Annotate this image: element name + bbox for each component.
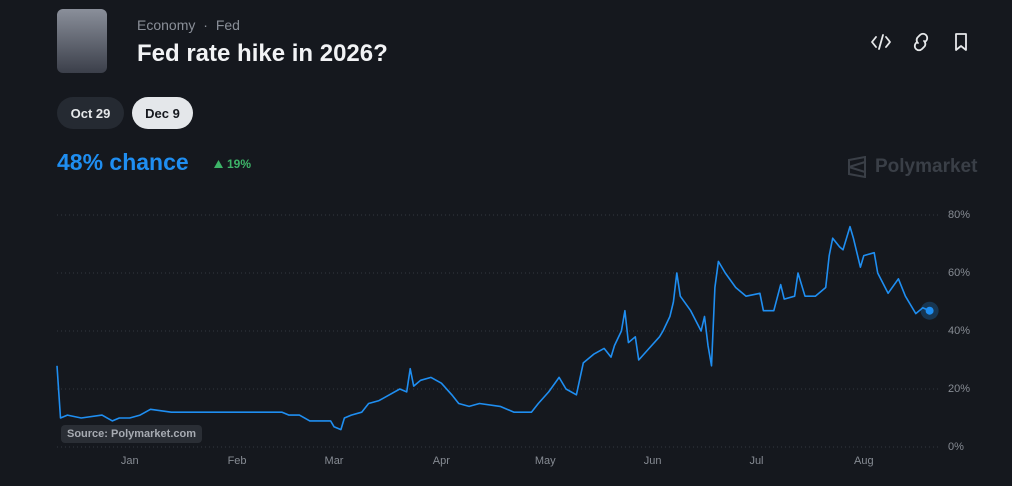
category[interactable]: Economy: [137, 17, 196, 33]
x-tick-label: Jun: [644, 455, 662, 467]
y-tick-label: 20%: [948, 383, 970, 395]
date-tab[interactable]: Dec 9: [132, 97, 193, 129]
x-tick-label: Jul: [749, 455, 763, 467]
up-arrow: [214, 160, 223, 168]
y-tick-label: 40%: [948, 325, 970, 337]
link-button[interactable]: [913, 32, 929, 52]
watermark: Polymarket: [847, 156, 977, 178]
separator: ·: [203, 17, 208, 33]
y-tick-label: 60%: [948, 267, 970, 279]
x-tick-label: Mar: [325, 455, 344, 467]
x-tick-label: Apr: [433, 455, 450, 467]
y-tick-label: 80%: [948, 209, 970, 221]
bookmark-button[interactable]: [955, 33, 967, 51]
change: 19%: [214, 157, 251, 171]
market-image: [57, 9, 107, 73]
x-tick-label: May: [535, 455, 556, 467]
y-tick-label: 0%: [948, 441, 964, 453]
embed-button[interactable]: [871, 34, 891, 50]
change-value: 19%: [227, 157, 252, 171]
breadcrumb: Economy · Fed: [137, 17, 240, 33]
x-tick-label: Aug: [854, 455, 874, 467]
subcategory[interactable]: Fed: [215, 17, 240, 33]
chance: 48% chance: [57, 149, 189, 175]
market-title: Fed rate hike in 2026?: [137, 40, 388, 67]
x-tick-label: Jan: [121, 455, 139, 467]
brand-logo: [848, 156, 866, 178]
date-tab[interactable]: Oct 29: [57, 97, 124, 129]
brand: Polymarket: [875, 156, 978, 177]
source: Source: Polymarket.com: [61, 425, 202, 443]
toolbar: [871, 32, 967, 52]
end-point: [925, 306, 934, 315]
price-line: [56, 225, 930, 431]
x-tick-label: Feb: [228, 455, 247, 467]
